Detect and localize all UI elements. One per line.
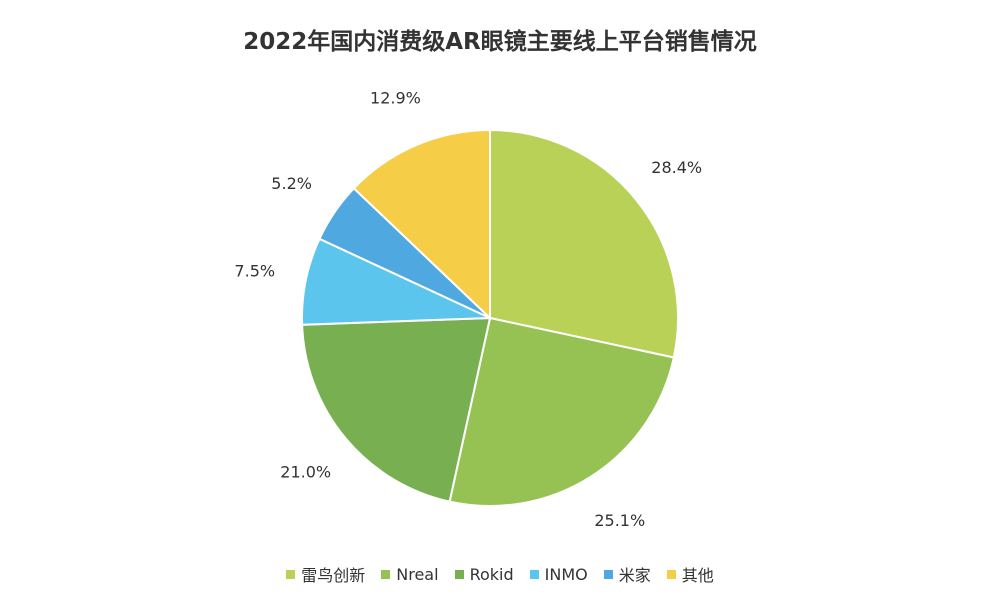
pie-slice-0 xyxy=(489,128,679,359)
pie-slice-label-5: 12.9% xyxy=(370,88,421,107)
legend-label-4: 米家 xyxy=(618,566,651,585)
legend-item-2: Rokid xyxy=(454,562,514,586)
legend-label-5: 其他 xyxy=(681,566,714,585)
legend-swatch-3 xyxy=(529,569,539,579)
legend-label-0: 雷鸟创新 xyxy=(301,566,366,585)
legend-swatch-5 xyxy=(666,569,676,579)
legend: 雷鸟创新 Nreal Rokid INMO 米家 其他 xyxy=(0,562,1000,586)
pie-slices xyxy=(301,128,679,507)
pie-slice-label-3: 7.5% xyxy=(234,261,275,280)
pie-slice-5 xyxy=(352,128,491,321)
pie-labels: 28.4% 25.1% 21.0% 7.5% 5.2% 12.9% xyxy=(234,88,702,529)
pie-slice-label-4: 5.2% xyxy=(271,174,312,193)
chart-title: 2022年国内消费级AR眼镜主要线上平台销售情况 xyxy=(243,29,757,55)
legend-item-0: 雷鸟创新 xyxy=(286,562,365,586)
legend-item-5: 其他 xyxy=(666,562,714,586)
legend-item-4: 米家 xyxy=(603,562,651,586)
legend-label-1: Nreal xyxy=(396,564,439,584)
legend-swatch-1 xyxy=(381,569,391,579)
legend-swatch-4 xyxy=(603,569,613,579)
legend-label-2: Rokid xyxy=(469,564,514,584)
pie-slice-2 xyxy=(301,316,492,503)
pie-slice-label-0: 28.4% xyxy=(651,158,702,177)
legend-item-1: Nreal xyxy=(381,562,439,586)
pie-slice-1 xyxy=(448,316,675,507)
legend-item-3: INMO xyxy=(529,562,588,586)
legend-swatch-0 xyxy=(286,569,296,579)
pie-slice-label-1: 25.1% xyxy=(594,511,645,530)
legend-swatch-2 xyxy=(454,569,464,579)
legend-label-3: INMO xyxy=(544,564,588,584)
pie-slice-label-2: 21.0% xyxy=(280,463,331,482)
